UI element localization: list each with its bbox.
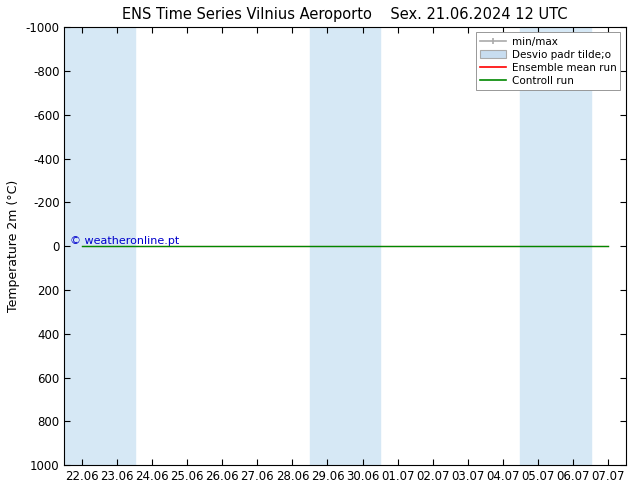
Bar	[310, 27, 380, 465]
Bar	[521, 27, 591, 465]
Bar	[65, 27, 134, 465]
Y-axis label: Temperature 2m (°C): Temperature 2m (°C)	[7, 180, 20, 312]
Title: ENS Time Series Vilnius Aeroporto    Sex. 21.06.2024 12 UTC: ENS Time Series Vilnius Aeroporto Sex. 2…	[122, 7, 568, 22]
Text: © weatheronline.pt: © weatheronline.pt	[70, 236, 179, 246]
Legend: min/max, Desvio padr tilde;o, Ensemble mean run, Controll run: min/max, Desvio padr tilde;o, Ensemble m…	[476, 32, 621, 90]
